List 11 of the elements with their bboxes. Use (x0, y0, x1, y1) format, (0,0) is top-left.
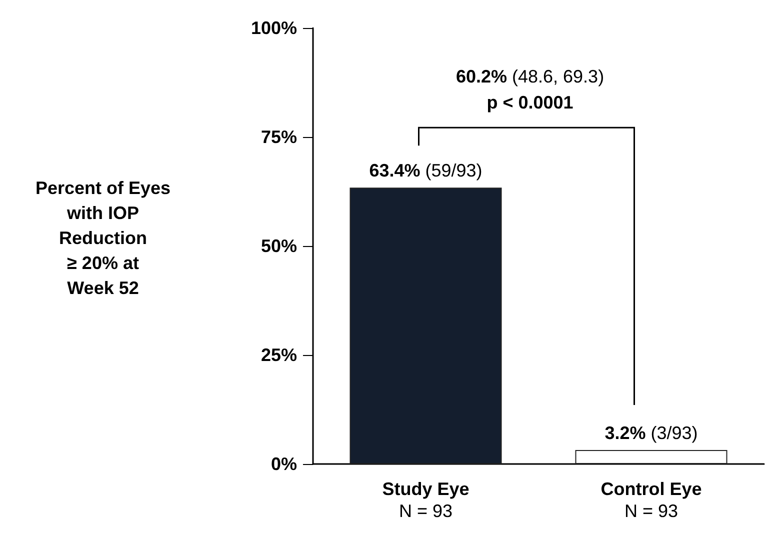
y-tick-label: 50% (260, 236, 297, 256)
data-label: 3.2% (3/93) (604, 423, 698, 444)
x-tick-label: Study Eye N = 93 (382, 479, 470, 521)
y-tick-label: 100% (250, 18, 297, 38)
annotation: 60.2% (48.6, 69.3) p < 0.0001 (456, 66, 604, 113)
data-label: 63.4% (59/93) (369, 160, 482, 181)
y-tick-label: 75% (260, 127, 297, 147)
y-axis-title: Percent of Eyes with IOP Reduction ≥ 20% at Week 52 (35, 178, 171, 298)
y-tick-label: 25% (260, 345, 297, 365)
y-tick-label: 0% (270, 454, 297, 474)
x-tick-label: Control Eye N = 93 (600, 479, 702, 521)
